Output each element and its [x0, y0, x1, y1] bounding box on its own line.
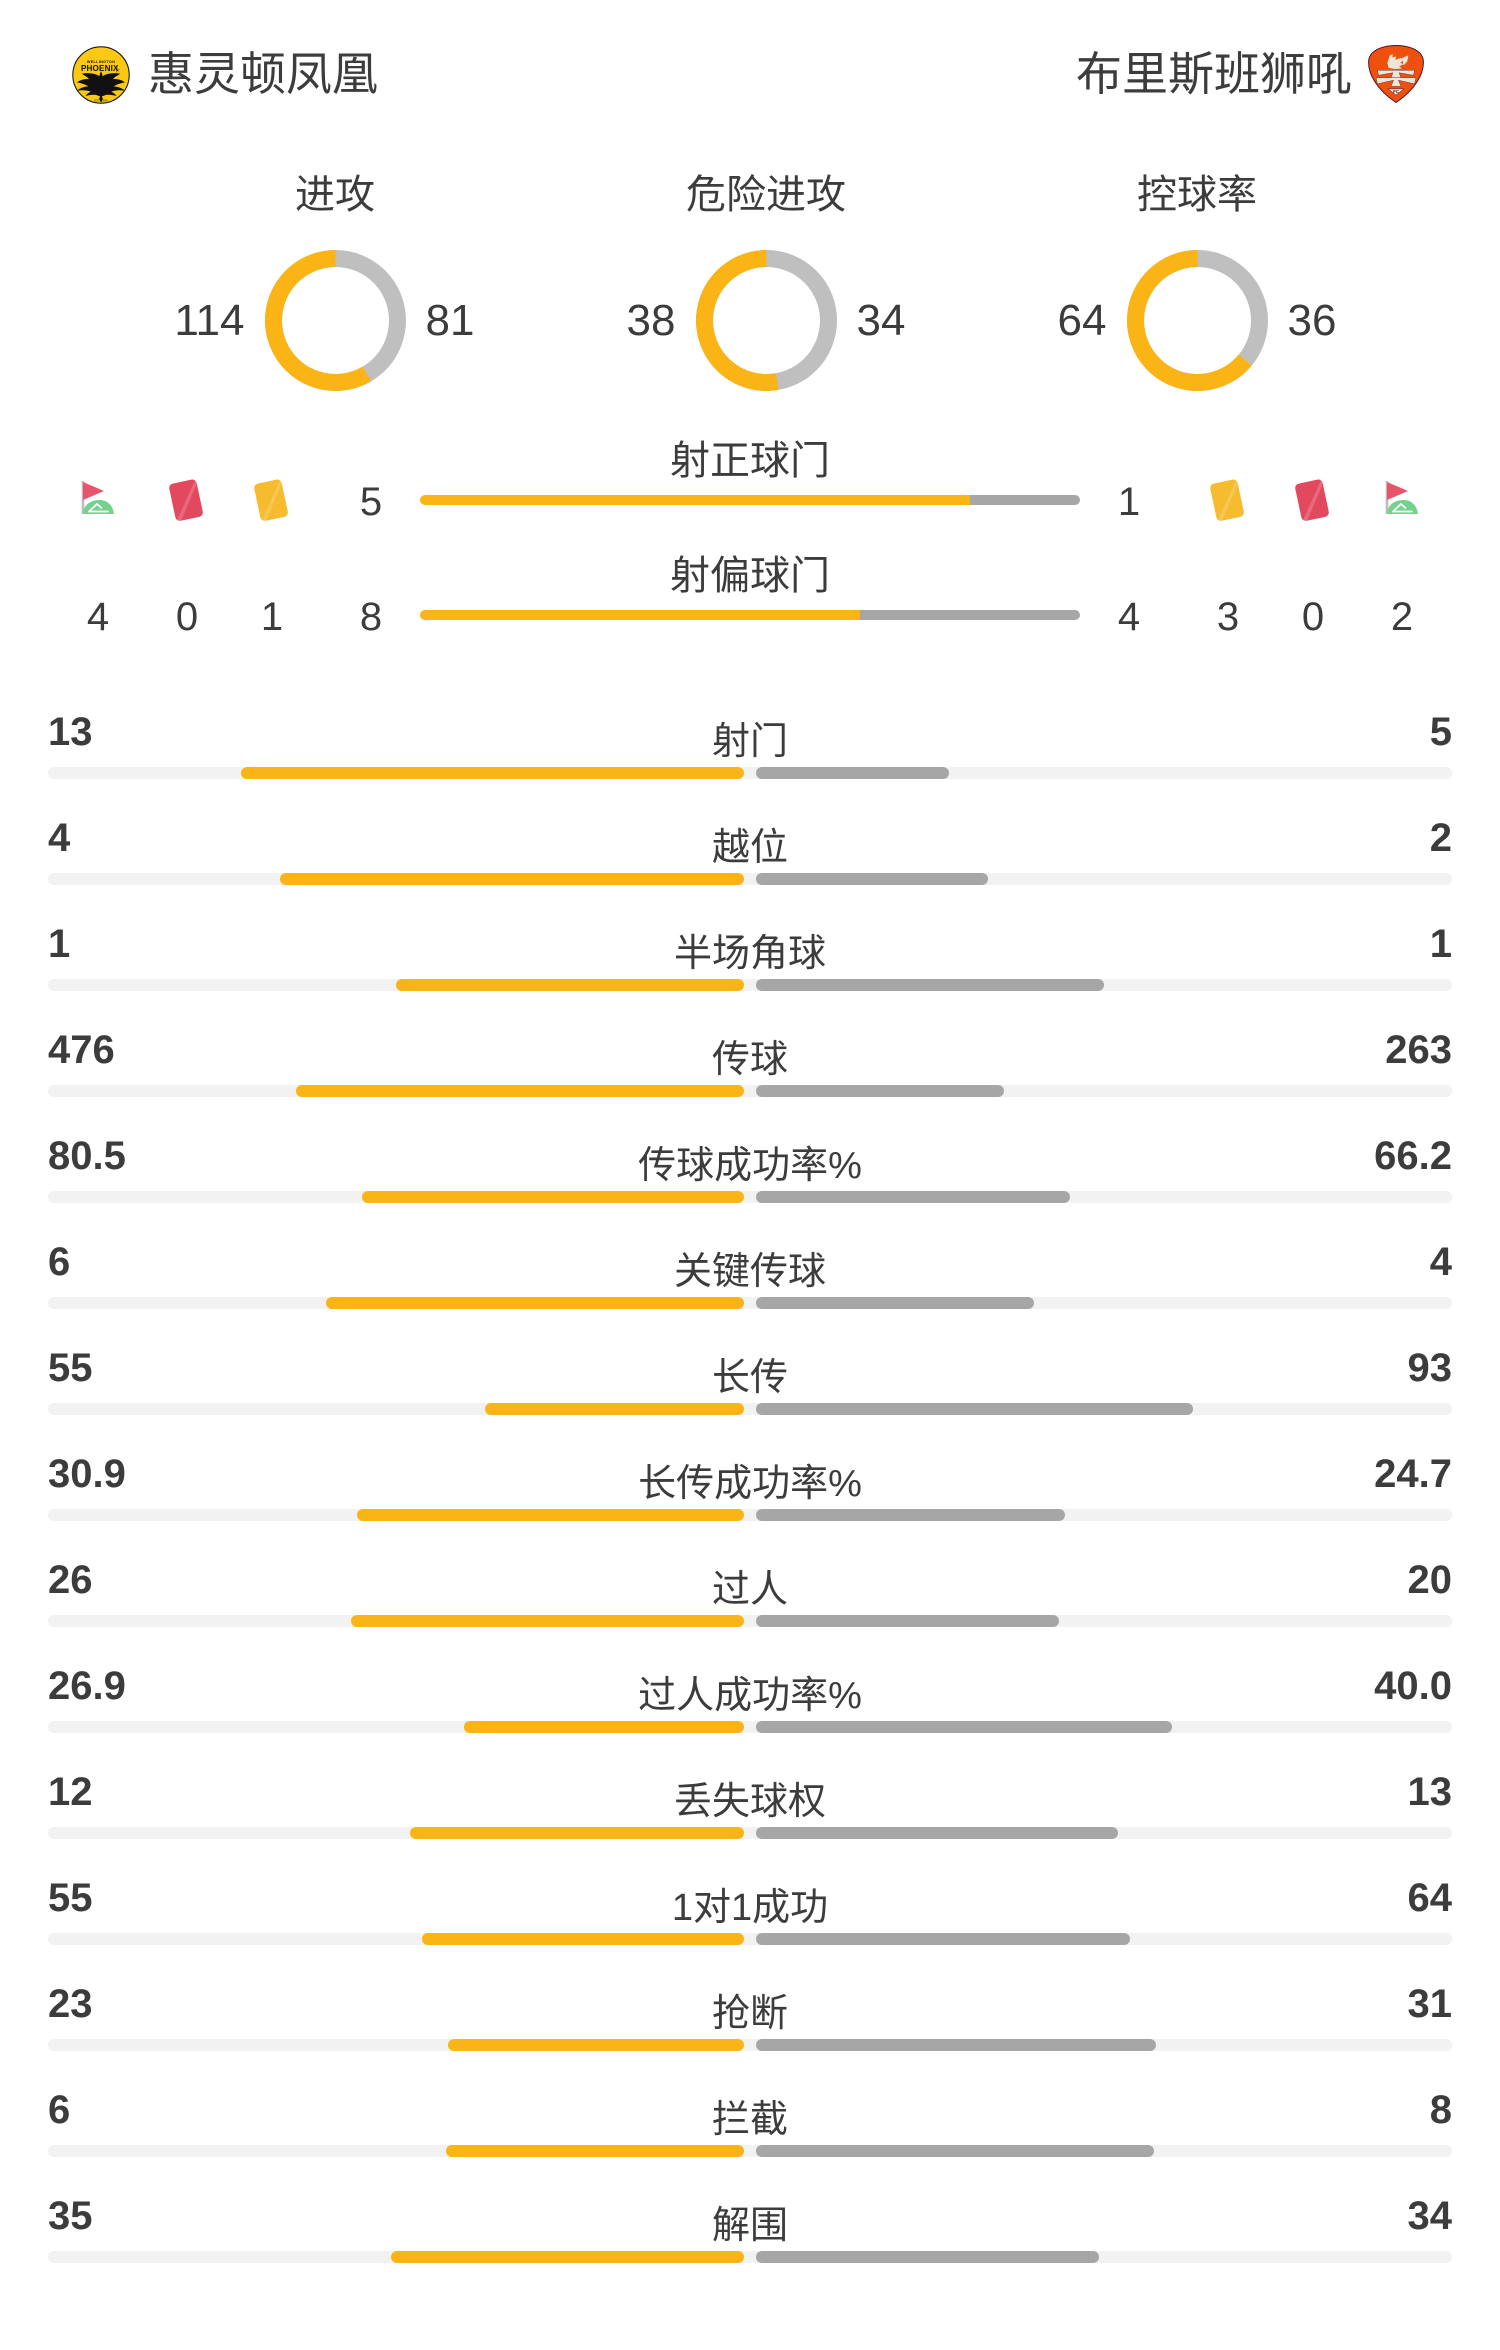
svg-text:PHOENIX: PHOENIX: [81, 64, 119, 73]
svg-text:FC: FC: [1393, 89, 1399, 94]
svg-text:EST. 1999: EST. 1999: [94, 98, 108, 102]
svg-text:fc: fc: [116, 66, 120, 73]
